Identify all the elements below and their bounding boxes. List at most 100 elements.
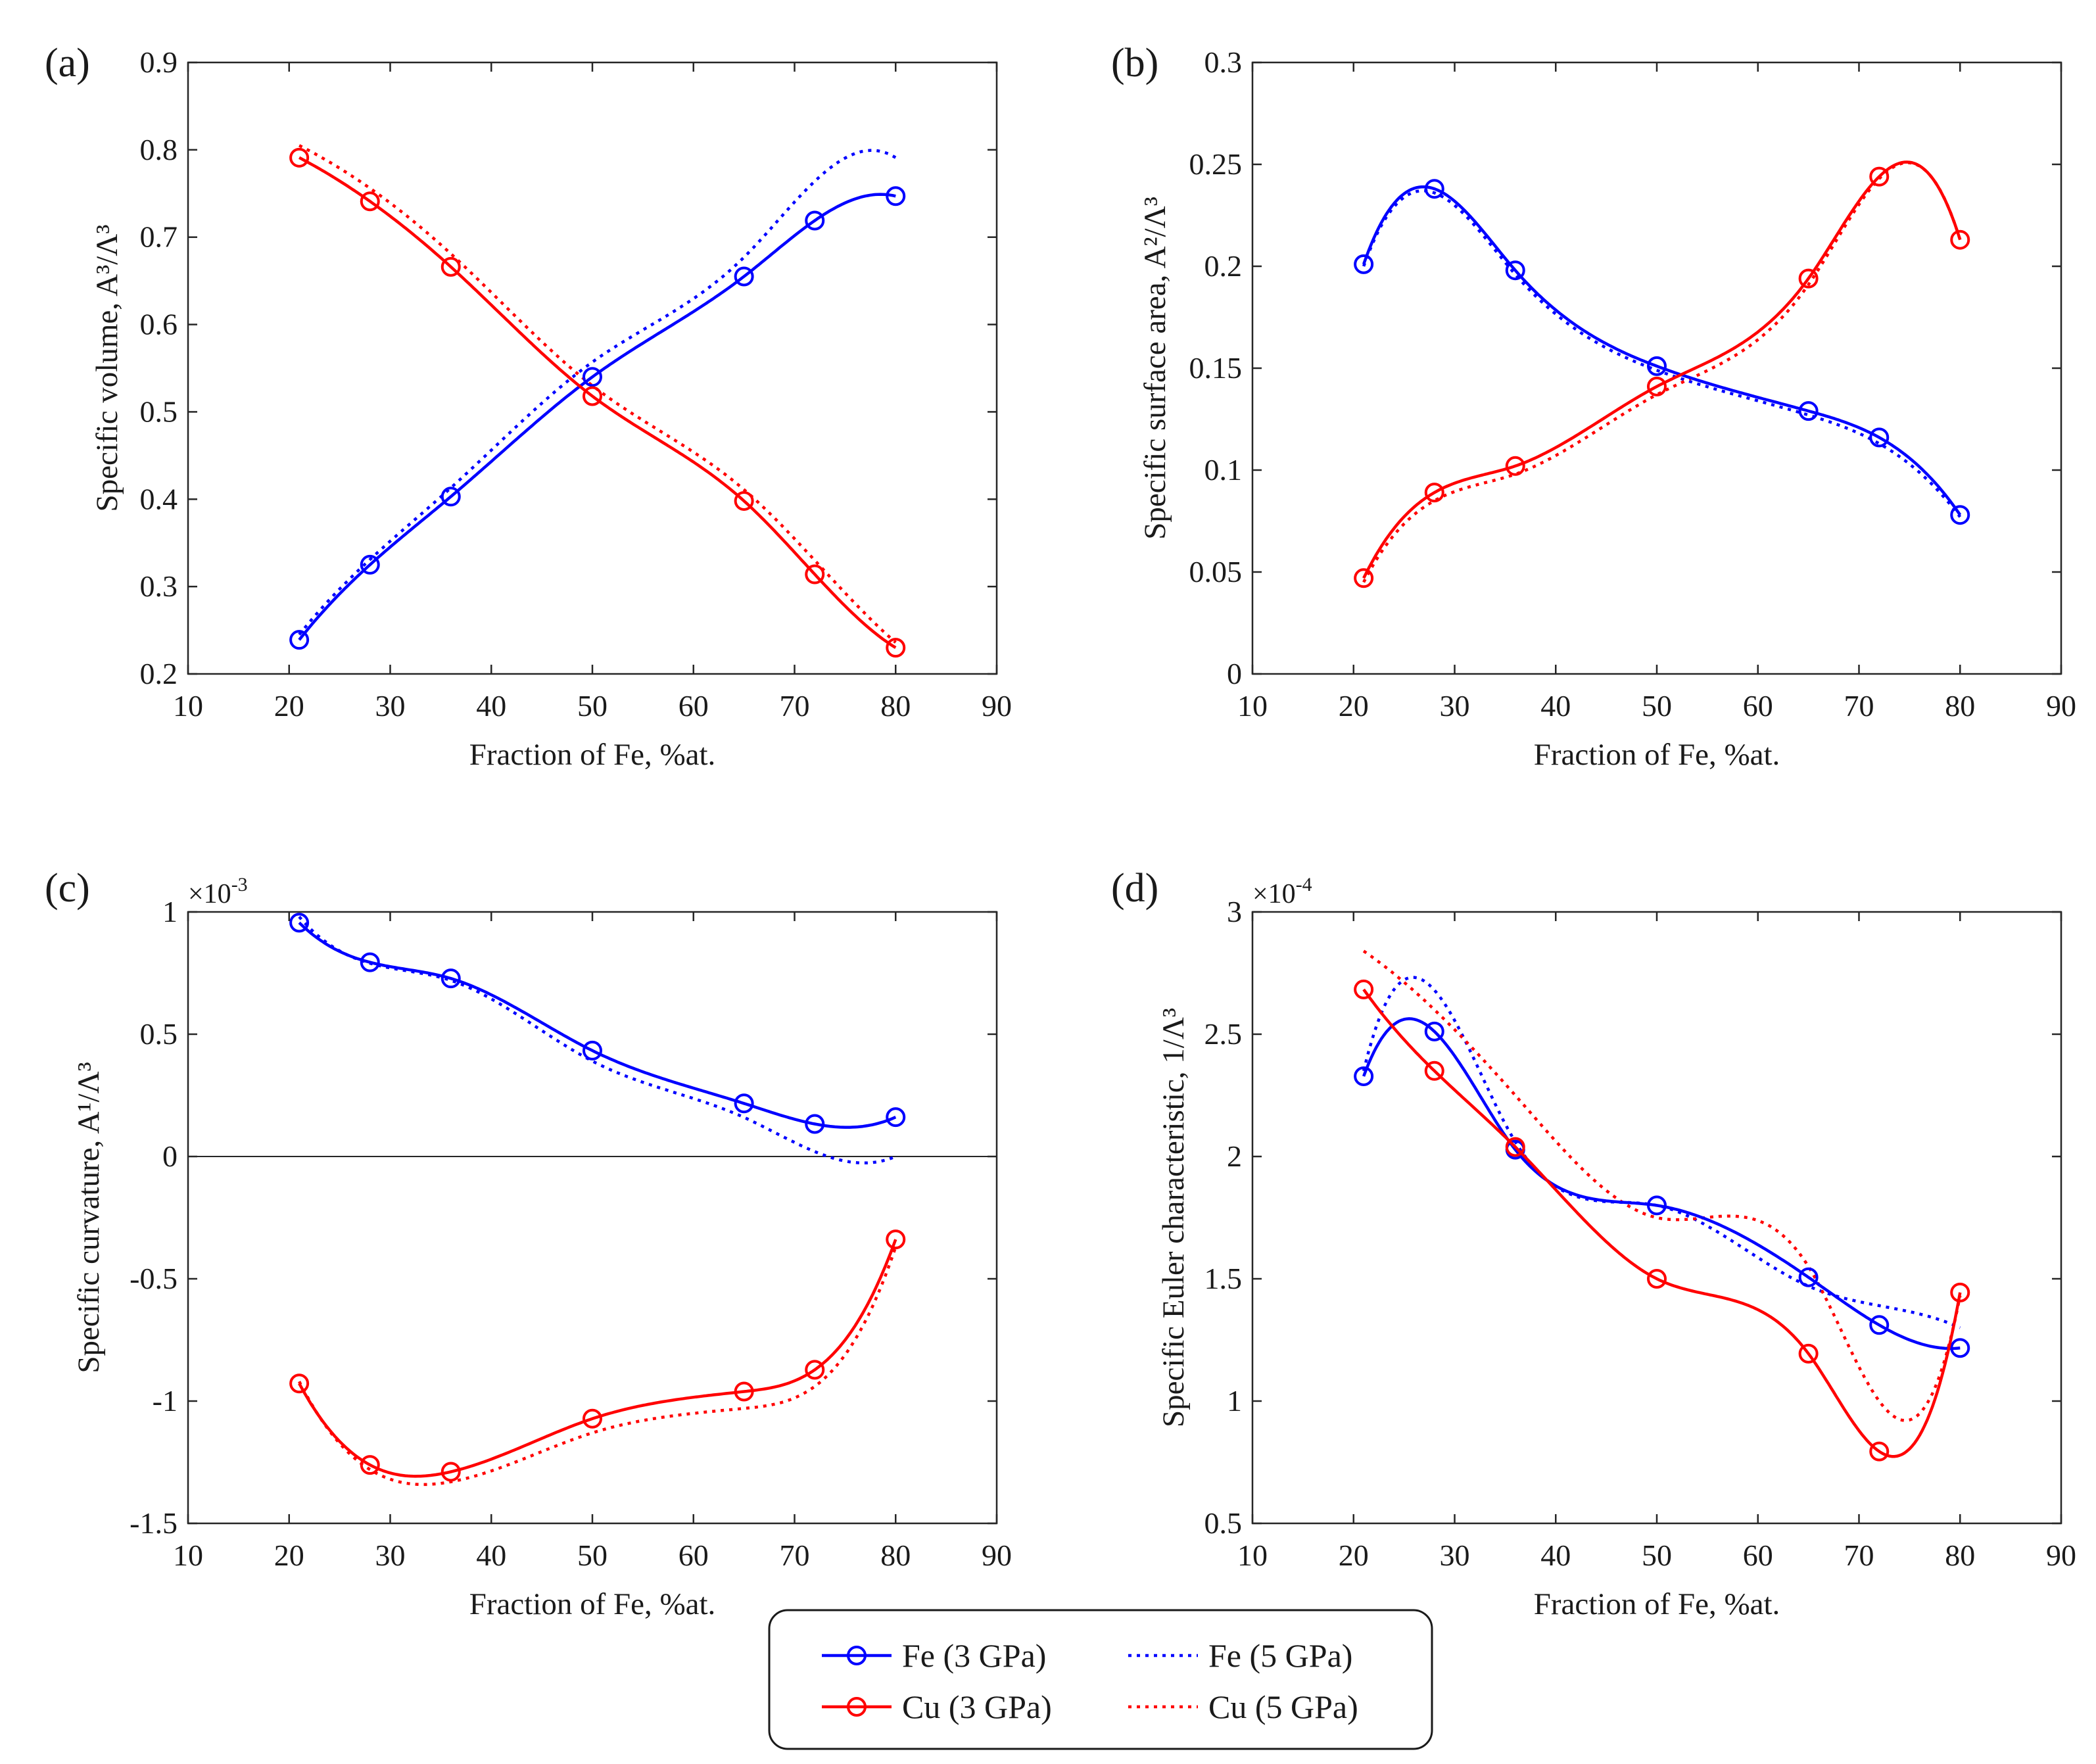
x-tick-label: 60 bbox=[1743, 1538, 1773, 1572]
y-tick-label: 3 bbox=[1227, 895, 1242, 928]
y-axis-multiplier: ×10-3 bbox=[188, 874, 248, 909]
x-tick-label: 60 bbox=[1743, 689, 1773, 723]
y-tick-label: 2 bbox=[1227, 1139, 1242, 1173]
plot-area bbox=[1252, 62, 2061, 674]
x-tick-label: 50 bbox=[577, 1538, 607, 1572]
data-point-cu-3-gpa bbox=[805, 1360, 825, 1380]
data-point-cu-3-gpa bbox=[583, 1408, 602, 1429]
data-point-fe-3-gpa bbox=[1647, 356, 1667, 376]
data-point-fe-3-gpa bbox=[1869, 1315, 1890, 1335]
x-axis-label: Fraction of Fe, %at. bbox=[469, 1587, 716, 1621]
x-axis-label: Fraction of Fe, %at. bbox=[1534, 1587, 1780, 1621]
data-point-fe-3-gpa bbox=[289, 630, 310, 650]
y-tick-label: 0 bbox=[162, 1139, 178, 1173]
data-point-cu-3-gpa bbox=[360, 1455, 380, 1475]
x-tick-label: 10 bbox=[1237, 1538, 1268, 1572]
data-point-cu-3-gpa bbox=[441, 1462, 461, 1482]
data-point-fe-3-gpa bbox=[805, 210, 825, 231]
data-point-cu-3-gpa bbox=[886, 1229, 906, 1250]
x-tick-label: 10 bbox=[173, 1538, 203, 1572]
y-tick-label: 0.5 bbox=[140, 1017, 178, 1051]
y-axis-label: Specific curvature, A¹/Λ³ bbox=[72, 1062, 106, 1373]
series-line-fe-3-gpa bbox=[298, 921, 897, 1129]
series-line-fe-3-gpa bbox=[1362, 1017, 1961, 1350]
data-point-fe-3-gpa bbox=[360, 554, 380, 575]
data-point-fe-3-gpa bbox=[441, 968, 461, 989]
y-tick-label: 0.2 bbox=[140, 657, 178, 690]
data-point-fe-3-gpa bbox=[1798, 1267, 1819, 1287]
legend-label: Fe (5 GPa) bbox=[1208, 1637, 1352, 1674]
y-axis-multiplier-exponent: -3 bbox=[231, 874, 248, 895]
y-tick-label: 0.15 bbox=[1189, 351, 1243, 385]
data-point-cu-3-gpa bbox=[1798, 268, 1819, 289]
x-tick-label: 20 bbox=[274, 689, 304, 723]
data-point-cu-3-gpa bbox=[805, 564, 825, 584]
data-point-cu-3-gpa bbox=[1354, 568, 1374, 588]
data-point-fe-3-gpa bbox=[1950, 1338, 1970, 1358]
y-tick-label: 0.7 bbox=[140, 220, 178, 254]
panel-a: 10 20 30 40 50 60 70 80 90 0.2 0.3 0.4 0.5 0.6 0.7 0.8 0… bbox=[45, 41, 1012, 772]
data-point-cu-3-gpa bbox=[583, 386, 602, 406]
x-tick-label: 50 bbox=[1642, 689, 1672, 723]
data-point-cu-3-gpa bbox=[360, 191, 380, 212]
y-tick-label: -1.5 bbox=[130, 1506, 178, 1540]
data-point-fe-3-gpa bbox=[360, 952, 380, 972]
data-point-fe-3-gpa bbox=[886, 186, 906, 206]
panel-label: (d) bbox=[1111, 866, 1158, 911]
legend-label: Cu (5 GPa) bbox=[1208, 1688, 1358, 1725]
data-point-cu-3-gpa bbox=[1354, 979, 1374, 999]
x-tick-label: 50 bbox=[577, 689, 607, 723]
data-point-cu-3-gpa bbox=[1950, 229, 1970, 250]
data-point-fe-3-gpa bbox=[1354, 1066, 1374, 1086]
y-tick-label: 1 bbox=[1227, 1384, 1242, 1418]
plot-area bbox=[188, 912, 997, 1523]
data-point-fe-3-gpa bbox=[1950, 505, 1970, 525]
x-tick-label: 30 bbox=[1440, 689, 1470, 723]
x-tick-label: 80 bbox=[1945, 689, 1975, 723]
y-tick-label: 0.5 bbox=[1204, 1506, 1243, 1540]
data-point-cu-3-gpa bbox=[289, 147, 310, 168]
series-line-cu-5-gpa bbox=[298, 1246, 897, 1487]
y-axis-multiplier-base: ×10 bbox=[1252, 879, 1296, 909]
series-line-cu-3-gpa bbox=[298, 156, 897, 650]
x-tick-label: 90 bbox=[2046, 1538, 2076, 1572]
x-tick-label: 20 bbox=[1339, 1538, 1369, 1572]
y-axis-label: Specific volume, A³/Λ³ bbox=[90, 225, 124, 512]
data-point-cu-3-gpa bbox=[1950, 1282, 1970, 1302]
y-tick-label: -0.5 bbox=[130, 1262, 178, 1295]
y-tick-label: 0.3 bbox=[140, 569, 178, 603]
panel-d: 10 20 30 40 50 60 70 80 90 0.5 1 1.5 2 2.5 3 Fraction o… bbox=[1111, 866, 2076, 1621]
series-line-fe-3-gpa bbox=[298, 193, 896, 641]
data-point-fe-3-gpa bbox=[734, 1093, 754, 1114]
data-point-cu-3-gpa bbox=[289, 1373, 310, 1394]
data-point-fe-3-gpa bbox=[1647, 1195, 1667, 1216]
y-tick-label: 1.5 bbox=[1204, 1262, 1243, 1295]
data-point-fe-3-gpa bbox=[1869, 427, 1890, 448]
panel-label: (c) bbox=[45, 866, 90, 911]
y-axis-label: Specific surface area, A²/Λ³ bbox=[1138, 197, 1172, 540]
legend-entry-fe-5-gpa: Fe (5 GPa) bbox=[1128, 1637, 1352, 1674]
x-tick-label: 70 bbox=[780, 1538, 810, 1572]
x-tick-label: 30 bbox=[375, 689, 406, 723]
data-point-cu-3-gpa bbox=[441, 256, 461, 277]
series-line-cu-3-gpa bbox=[298, 1239, 897, 1478]
legend-entry-cu-3-gpa: Cu (3 GPa) bbox=[822, 1688, 1052, 1725]
y-axis-multiplier-base: ×10 bbox=[188, 879, 231, 909]
series-line-cu-5-gpa bbox=[1362, 949, 1962, 1422]
x-axis-label: Fraction of Fe, %at. bbox=[1534, 738, 1780, 772]
data-point-cu-3-gpa bbox=[1505, 1137, 1525, 1157]
y-tick-label: 0.6 bbox=[140, 308, 178, 341]
x-tick-label: 40 bbox=[476, 1538, 506, 1572]
x-tick-label: 20 bbox=[1339, 689, 1369, 723]
x-tick-label: 40 bbox=[1540, 1538, 1571, 1572]
data-point-cu-3-gpa bbox=[1869, 166, 1890, 187]
x-tick-label: 90 bbox=[2046, 689, 2076, 723]
data-point-cu-3-gpa bbox=[1798, 1343, 1819, 1364]
data-point-cu-3-gpa bbox=[1869, 1441, 1890, 1462]
series-line-fe-5-gpa bbox=[1362, 189, 1962, 518]
y-tick-label: -1 bbox=[153, 1384, 178, 1418]
x-tick-label: 90 bbox=[982, 1538, 1012, 1572]
data-point-cu-3-gpa bbox=[1647, 376, 1667, 396]
data-point-fe-3-gpa bbox=[805, 1114, 825, 1134]
